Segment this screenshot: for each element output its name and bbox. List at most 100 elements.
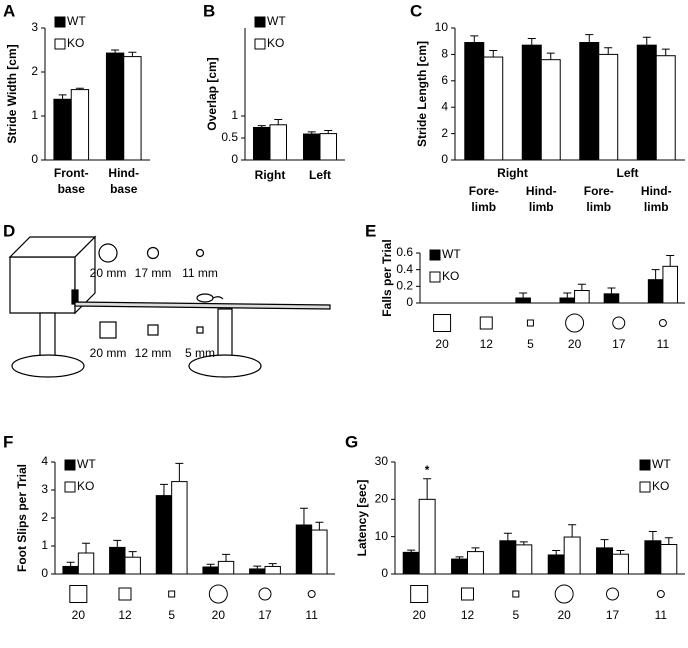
bar <box>598 53 619 161</box>
bar <box>559 297 576 304</box>
y-axis-title: Latency [sec] <box>355 480 369 557</box>
error-bar <box>128 51 137 57</box>
y-tick-label: 0 <box>406 295 413 309</box>
x-tick-label: Left <box>309 168 331 182</box>
x-tick-label: base <box>58 182 86 196</box>
panel-label: C <box>410 1 422 20</box>
bar <box>603 293 620 304</box>
error-bar <box>666 255 675 267</box>
bar <box>269 124 287 161</box>
bar <box>660 544 678 575</box>
error-bar <box>206 563 215 567</box>
bar <box>402 551 420 575</box>
category-shape <box>565 313 585 333</box>
y-tick-label: 0 <box>31 152 38 166</box>
legend-label: WT <box>77 457 96 471</box>
x-tick-label: Hind- <box>108 166 139 180</box>
x-tick-label: 11 <box>655 608 668 622</box>
bar <box>596 547 613 575</box>
category-shape <box>658 319 667 327</box>
x-tick-label: limb <box>529 200 554 214</box>
diagram-label: 17 mm <box>135 266 172 280</box>
legend-label: KO <box>67 36 84 50</box>
error-bar <box>577 283 586 291</box>
legend-label: WT <box>267 14 286 28</box>
error-bar <box>489 49 498 58</box>
error-bar <box>648 530 657 541</box>
category-shape <box>258 587 272 601</box>
y-tick-label: 1 <box>231 108 238 122</box>
category-shape <box>208 584 228 604</box>
error-bar <box>470 35 479 43</box>
bar <box>483 56 504 161</box>
error-bar <box>519 541 528 545</box>
y-tick-label: 10 <box>375 529 389 543</box>
error-bar <box>568 524 577 538</box>
category-shape <box>307 590 316 598</box>
error-bar <box>113 539 122 548</box>
bar <box>105 52 125 161</box>
x-tick-label: 20 <box>212 608 226 622</box>
error-bar <box>503 532 512 541</box>
beam-square <box>99 321 117 339</box>
error-bar <box>651 269 660 280</box>
error-bar <box>75 87 84 90</box>
bar <box>579 42 600 161</box>
x-tick-label: Hind- <box>526 184 557 198</box>
legend-label: KO <box>442 269 459 283</box>
bar <box>636 44 657 161</box>
mouse-tail <box>212 296 224 300</box>
leg-base <box>188 354 262 378</box>
panel-label: E <box>365 221 376 240</box>
apparatus-diagram <box>8 235 331 378</box>
mouse <box>196 293 214 303</box>
error-bar <box>519 292 528 298</box>
error-bar <box>661 48 670 56</box>
x-tick-label: Fore- <box>469 184 499 198</box>
bar <box>109 546 126 575</box>
diagram-label: 12 mm <box>135 346 172 360</box>
x-tick-label: 12 <box>480 337 494 351</box>
error-bar <box>563 292 572 298</box>
y-tick-label: 2 <box>41 510 48 524</box>
error-bar <box>546 52 555 60</box>
diagram-label: 20 mm <box>90 346 127 360</box>
y-tick-label: 0.4 <box>396 262 413 276</box>
panel-label: A <box>3 1 15 20</box>
x-tick-label: 12 <box>118 608 132 622</box>
rod-circle <box>195 248 205 258</box>
legend-swatch <box>639 459 651 471</box>
bar <box>655 55 676 161</box>
x-tick-label: 11 <box>657 337 670 351</box>
error-bar <box>600 539 609 548</box>
x-tick-label: Hind- <box>641 184 672 198</box>
group-label: Right <box>497 166 528 180</box>
x-tick-label: Right <box>255 168 286 182</box>
error-bar <box>455 556 464 560</box>
error-bar <box>159 483 168 496</box>
y-tick-label: 1 <box>31 108 38 122</box>
rod-circle <box>98 243 118 263</box>
bar <box>53 98 72 161</box>
y-tick-label: 4 <box>41 454 48 468</box>
y-tick-label: 20 <box>375 492 389 506</box>
legend-swatch <box>429 271 441 283</box>
y-axis-title: Falls per Trial <box>380 239 394 316</box>
leg-base <box>11 354 85 378</box>
x-tick-label: 5 <box>168 608 175 622</box>
x-tick-label: base <box>110 182 138 196</box>
legend-swatch <box>54 16 66 28</box>
x-tick-label: limb <box>644 200 669 214</box>
error-bar <box>315 521 324 531</box>
legend-swatch <box>429 249 441 261</box>
x-tick-label: 20 <box>72 608 86 622</box>
error-bar <box>128 551 137 558</box>
error-bar <box>82 542 91 553</box>
category-shape <box>526 319 534 327</box>
category-shape <box>410 585 429 603</box>
bar <box>499 540 517 575</box>
y-tick-label: 3 <box>31 20 38 34</box>
bar <box>311 529 328 575</box>
category-shape <box>606 587 619 601</box>
bar <box>662 265 678 304</box>
